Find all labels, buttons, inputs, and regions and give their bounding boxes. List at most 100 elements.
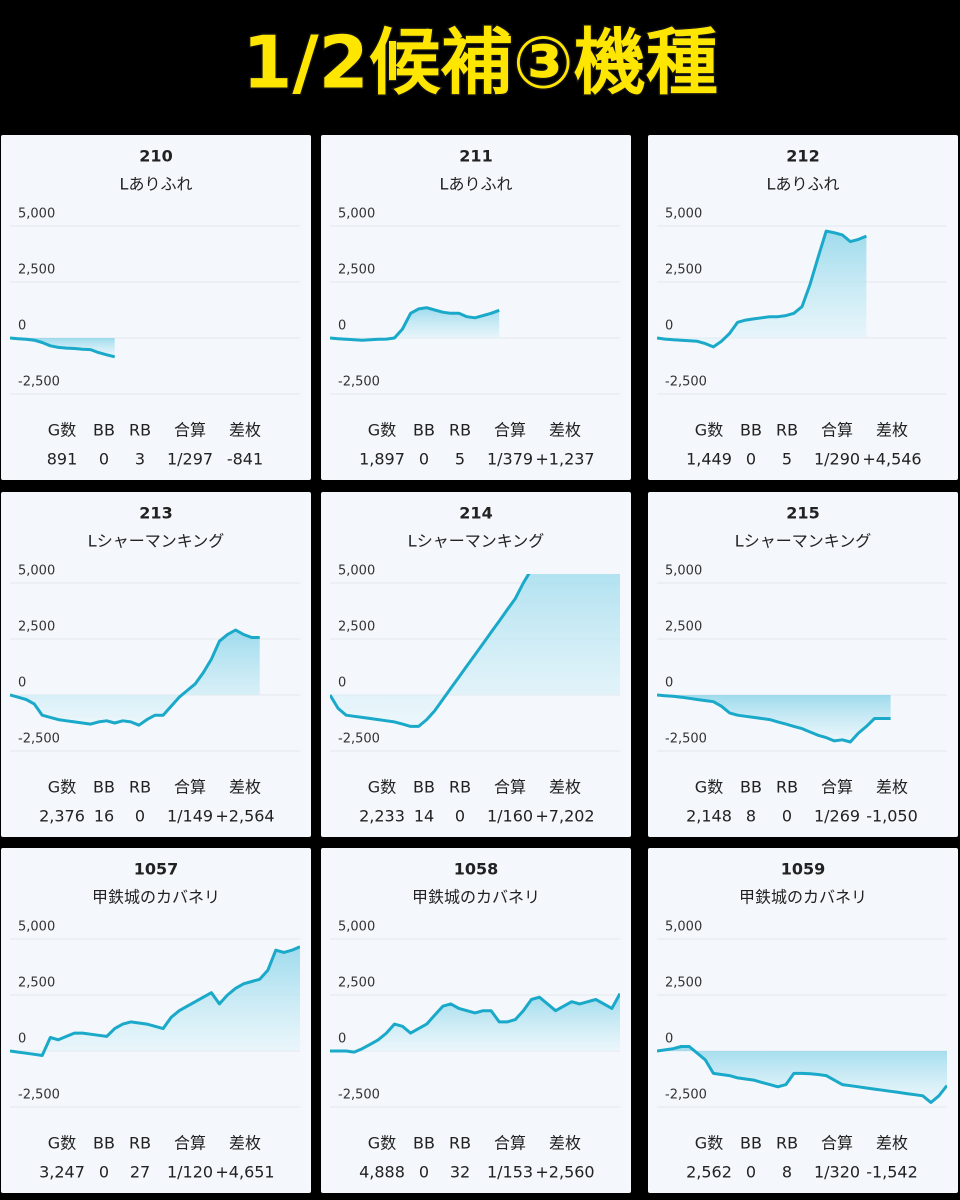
y-tick-label: 2,500: [338, 619, 375, 634]
line: [10, 628, 260, 727]
line: [657, 1045, 947, 1104]
line: [330, 574, 531, 728]
y-tick-label: 5,000: [18, 919, 55, 934]
y-tick-label: 5,000: [665, 919, 702, 934]
chart-title: 213: [139, 504, 172, 523]
stat-header: G数: [48, 421, 76, 440]
stat-header: BB: [740, 778, 762, 797]
stat-header: 差枚: [229, 421, 261, 440]
stat-value: 0: [135, 807, 145, 826]
stat-header: RB: [449, 1134, 471, 1153]
stat-value: 14: [414, 807, 434, 826]
stat-header: 差枚: [229, 1134, 261, 1153]
stat-header: RB: [449, 421, 471, 440]
stat-header: RB: [129, 1134, 151, 1153]
stat-value: 27: [130, 1163, 150, 1182]
y-tick-label: 0: [18, 1031, 26, 1046]
stat-value: 1/297: [167, 450, 213, 469]
stat-header: 差枚: [549, 778, 581, 797]
stat-header: 差枚: [229, 778, 261, 797]
stat-value: 0: [455, 807, 465, 826]
area: [330, 993, 620, 1053]
chart-subtitle: Lシャーマンキング: [88, 532, 224, 551]
chart-subtitle: Lシャーマンキング: [408, 532, 544, 551]
stat-value: 0: [419, 450, 429, 469]
page-title: 1/2候補③機種: [242, 21, 717, 105]
stat-value: 3: [135, 450, 145, 469]
y-tick-label: 0: [18, 675, 26, 690]
stat-value: 0: [746, 450, 756, 469]
stat-header: RB: [129, 778, 151, 797]
stat-header: 合算: [174, 778, 206, 797]
line: [330, 992, 620, 1054]
stat-value: +2,564: [215, 807, 274, 826]
stat-value: 2,562: [686, 1163, 732, 1182]
y-tick-label: 0: [665, 675, 673, 690]
stat-value: 2,233: [359, 807, 405, 826]
chart-panel: 213 Lシャーマンキング 5,000 2,500 0 -2,500 G数 BB RB 合算 差枚 2…: [1, 492, 311, 837]
y-tick-label: -2,500: [338, 375, 380, 390]
area: [330, 307, 500, 341]
stat-header: G数: [48, 778, 76, 797]
chart-subtitle: Lありふれ: [440, 175, 513, 194]
y-tick-label: 2,500: [18, 975, 55, 990]
stat-header: G数: [695, 778, 723, 797]
stat-header: G数: [48, 1134, 76, 1153]
y-tick-label: -2,500: [18, 375, 60, 390]
line: [657, 229, 867, 349]
stat-value: -841: [227, 450, 263, 469]
stat-header: BB: [413, 421, 435, 440]
stat-header: BB: [740, 1134, 762, 1153]
stat-value: 1/320: [814, 1163, 860, 1182]
stat-header: BB: [93, 1134, 115, 1153]
chart-panel: 212 Lありふれ 5,000 2,500 0 -2,500 G数 BB RB 合算 差枚 1,449…: [648, 135, 958, 480]
y-tick-label: 0: [338, 318, 346, 333]
stat-value: 3,247: [39, 1163, 85, 1182]
stat-header: RB: [776, 778, 798, 797]
chart-panel: 214 Lシャーマンキング 5,000 2,500 0 -2,500 G数 BB RB 合算 差枚 2…: [321, 492, 631, 837]
chart-subtitle: 甲鉄城のカバネリ: [92, 888, 220, 907]
stat-value: +7,202: [535, 807, 594, 826]
y-tick-label: 0: [665, 318, 673, 333]
stat-header: 合算: [494, 778, 526, 797]
stat-value: 1/149: [167, 807, 213, 826]
stat-value: 8: [782, 1163, 792, 1182]
stat-value: 1/290: [814, 450, 860, 469]
y-tick-label: 5,000: [338, 919, 375, 934]
chart-title: 215: [786, 504, 819, 523]
stat-header: G数: [695, 1134, 723, 1153]
stat-value: 1/379: [487, 450, 533, 469]
area: [10, 630, 260, 726]
y-tick-label: -2,500: [338, 1088, 380, 1103]
stat-value: 0: [419, 1163, 429, 1182]
stat-header: 合算: [494, 421, 526, 440]
y-tick-label: 2,500: [18, 619, 55, 634]
y-tick-label: 0: [338, 675, 346, 690]
y-tick-label: 5,000: [665, 206, 702, 221]
stat-header: 合算: [174, 421, 206, 440]
stat-value: 1/160: [487, 807, 533, 826]
stat-header: 合算: [494, 1134, 526, 1153]
stat-header: 差枚: [876, 1134, 908, 1153]
y-tick-label: 2,500: [665, 619, 702, 634]
stat-header: RB: [129, 421, 151, 440]
stat-header: RB: [449, 778, 471, 797]
y-tick-label: 2,500: [338, 262, 375, 277]
y-tick-label: -2,500: [338, 732, 380, 747]
stat-header: 合算: [821, 1134, 853, 1153]
stat-value: -1,542: [866, 1163, 918, 1182]
stat-value: +2,560: [535, 1163, 594, 1182]
y-tick-label: 5,000: [338, 206, 375, 221]
stat-value: 0: [746, 1163, 756, 1182]
y-tick-label: 2,500: [18, 262, 55, 277]
stat-header: G数: [368, 778, 396, 797]
stat-header: 合算: [821, 421, 853, 440]
stat-header: 合算: [174, 1134, 206, 1153]
stat-header: RB: [776, 421, 798, 440]
stat-header: BB: [740, 421, 762, 440]
stat-header: 差枚: [876, 778, 908, 797]
stat-value: 1,897: [359, 450, 405, 469]
chart-title: 214: [459, 504, 492, 523]
